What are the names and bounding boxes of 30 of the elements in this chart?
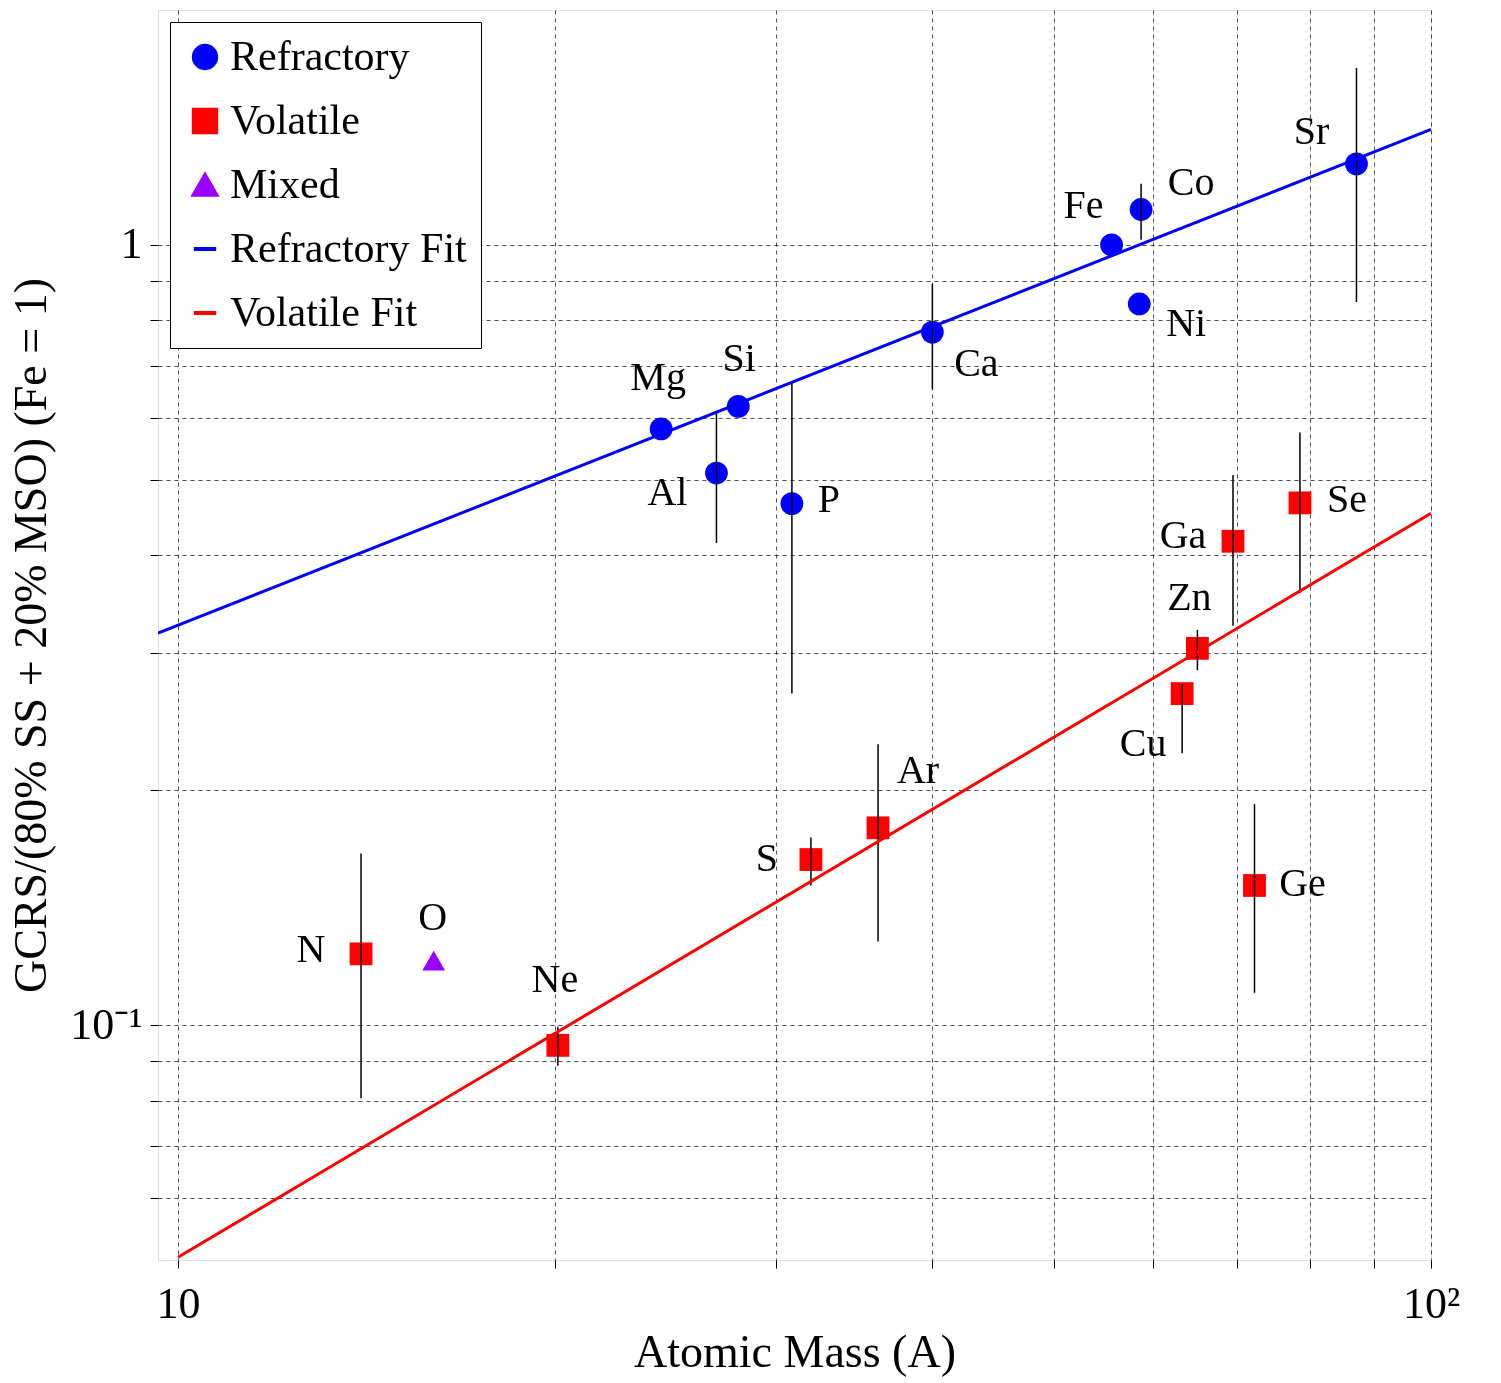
legend-label: Volatile	[230, 97, 360, 143]
x-tick-label: 10	[156, 1278, 201, 1328]
annotation: O	[418, 893, 448, 939]
x-axis-title: Atomic Mass (A)	[634, 1325, 956, 1377]
annotation: N	[296, 925, 326, 971]
annotation: Ni	[1166, 299, 1207, 345]
x-tick-label: 10²	[1402, 1278, 1461, 1328]
annotation: Si	[722, 335, 756, 381]
legend-label: Refractory	[230, 33, 410, 79]
legend-label: Volatile Fit	[230, 289, 418, 335]
annotation: Fe	[1063, 181, 1104, 227]
annotation: S	[755, 834, 779, 880]
y-tick-label: 10⁻¹	[70, 999, 143, 1049]
annotation: Al	[647, 469, 688, 515]
legend-label: Mixed	[230, 161, 340, 207]
annotation: Zn	[1167, 574, 1212, 620]
annotation: Cu	[1119, 719, 1167, 765]
annotation: Ga	[1159, 512, 1207, 558]
annotation: Co	[1167, 158, 1215, 204]
legend-label: Refractory Fit	[230, 225, 468, 271]
annotation: Sr	[1293, 107, 1330, 153]
annotation: Ge	[1279, 860, 1326, 906]
annotation: Se	[1326, 475, 1367, 521]
y-tick-label: 1	[120, 219, 143, 269]
annotation: Ar	[896, 746, 940, 792]
y-axis-title: GCRS/(80% SS + 20% MSO) (Fe = 1)	[5, 277, 57, 994]
annotation: Ca	[954, 340, 999, 386]
annotation: P	[817, 475, 841, 521]
annotation: Mg	[630, 353, 686, 399]
annotation: Ne	[531, 956, 579, 1002]
